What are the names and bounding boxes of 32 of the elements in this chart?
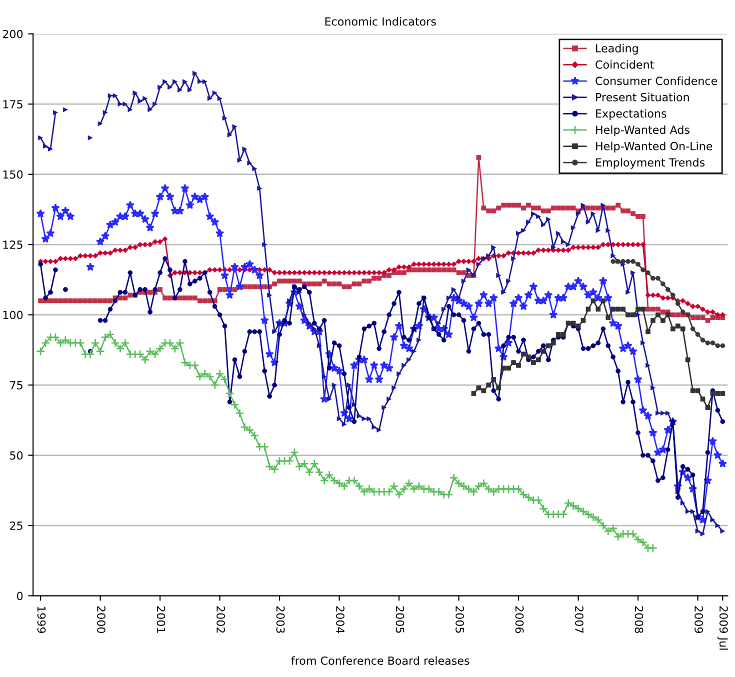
legend-label: Help-Wanted Ads: [596, 125, 690, 136]
x-tick-label: 2002: [216, 606, 225, 633]
legend-label: Employment Trends: [596, 158, 705, 169]
x-tick-label: 2001: [156, 606, 166, 633]
legend-label: Present Situation: [596, 92, 689, 102]
x-tick-label: 2004: [336, 606, 344, 634]
x-axis-title: from Conference Board releases: [291, 656, 470, 665]
x-tick-label: 2007: [575, 606, 584, 633]
y-tick-label: 100: [3, 310, 23, 320]
y-tick-label: 75: [10, 381, 22, 390]
x-tick-label: 2005: [456, 606, 464, 633]
chart-title: Economic Indicators: [325, 17, 436, 26]
x-tick-label: 2005: [396, 606, 404, 633]
x-tick-label: 2003: [276, 606, 285, 633]
y-tick-label: 25: [10, 521, 22, 530]
y-tick-label: 150: [3, 170, 23, 179]
x-tick-label: 2009 Jul: [717, 606, 728, 650]
y-tick-label: 200: [2, 30, 23, 38]
legend-label: Help-Wanted On-Line: [596, 142, 712, 152]
x-tick-label: 2006: [515, 606, 524, 634]
x-tick-label: 2009: [694, 606, 703, 633]
y-tick-label: 0: [17, 592, 23, 600]
legend-label: Expectations: [596, 109, 666, 120]
y-tick-label: 175: [3, 100, 22, 108]
legend-label: Consumer Confidence: [596, 76, 718, 86]
y-tick-label: 125: [3, 240, 22, 249]
legend-label: Coincident: [596, 60, 654, 69]
legend-label: Leading: [596, 44, 638, 55]
x-tick-label: 2008: [634, 606, 644, 633]
x-tick-label: 1999: [37, 606, 46, 633]
y-tick-label: 50: [10, 451, 23, 460]
x-tick-label: 2000: [97, 606, 106, 634]
